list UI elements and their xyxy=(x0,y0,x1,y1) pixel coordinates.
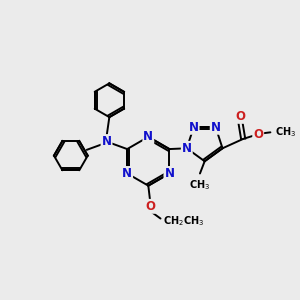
Text: N: N xyxy=(211,121,221,134)
Text: N: N xyxy=(122,167,132,180)
Text: CH$_3$: CH$_3$ xyxy=(275,125,296,139)
Text: N: N xyxy=(143,130,153,143)
Text: N: N xyxy=(189,121,199,134)
Text: CH$_3$: CH$_3$ xyxy=(189,178,211,192)
Text: CH$_2$CH$_3$: CH$_2$CH$_3$ xyxy=(163,214,205,228)
Text: N: N xyxy=(182,142,192,155)
Text: O: O xyxy=(253,128,263,141)
Text: N: N xyxy=(164,167,175,180)
Text: N: N xyxy=(101,135,112,148)
Text: O: O xyxy=(236,110,245,123)
Text: O: O xyxy=(145,200,155,213)
